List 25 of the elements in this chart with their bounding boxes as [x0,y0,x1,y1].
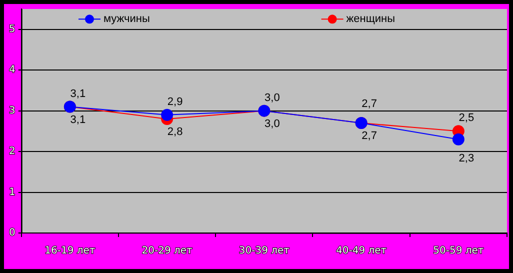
legend-label: женщины [346,13,396,26]
data-label: 3,0 [264,118,280,130]
point [452,133,464,146]
data-label: 2,8 [167,126,183,138]
y-tick-label: 1 [8,186,16,198]
x-tick-label: 40-49 лет [336,246,387,257]
data-label: 3,0 [264,92,280,104]
y-tick-label: 5 [8,24,16,35]
y-tick-label: 2 [8,146,16,158]
point [161,108,174,121]
data-label: 3,1 [70,114,86,126]
x-tick-label: 50-59 лет [433,246,484,257]
data-label: 2,9 [167,96,183,108]
data-label: 2,5 [458,112,474,124]
data-label: 2,7 [362,130,377,142]
y-tick-label: 4 [8,64,16,76]
y-tick-label: 0 [8,228,16,239]
x-tick-label: 16-19 лет [44,246,96,257]
data-label: 2,7 [362,98,377,110]
x-tick-label: 30-39 лет [238,246,290,257]
legend-label: мужчины [103,13,150,26]
x-tick-label: 20-29 лет [142,246,193,257]
y-tick-label: 3 [8,105,16,116]
data-label: 2,3 [458,152,474,165]
data-label: 3,1 [70,88,86,100]
